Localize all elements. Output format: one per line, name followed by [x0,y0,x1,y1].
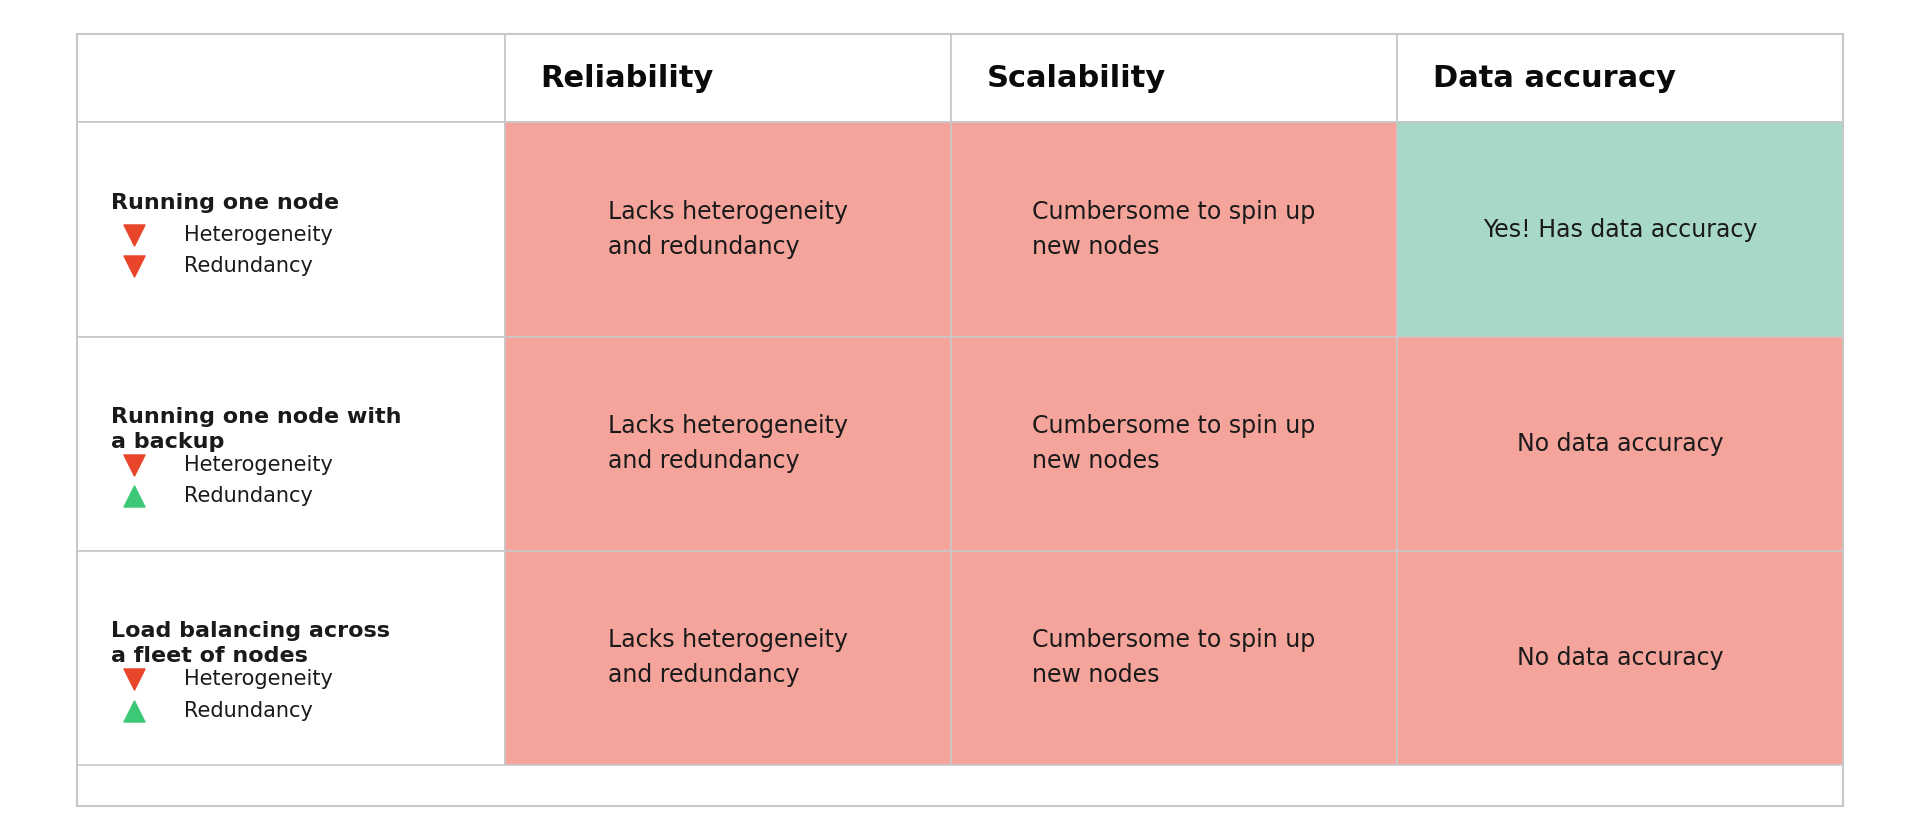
Bar [1398,123,1843,337]
Point [119,458,150,471]
Text: Cumbersome to spin up
new nodes: Cumbersome to spin up new nodes [1033,414,1315,473]
Text: Reliability: Reliability [540,64,714,92]
Bar [1398,34,1843,123]
Point [119,260,150,273]
Text: Data accuracy: Data accuracy [1432,64,1676,92]
Point [119,672,150,685]
Text: Heterogeneity: Heterogeneity [184,454,334,475]
Text: Redundancy: Redundancy [184,486,313,507]
Text: Cumbersome to spin up
new nodes: Cumbersome to spin up new nodes [1033,200,1315,259]
Bar [950,337,1398,550]
Text: Scalability: Scalability [987,64,1165,92]
Bar [1398,550,1843,764]
Point [119,490,150,503]
Text: Yes! Has data accuracy: Yes! Has data accuracy [1482,218,1757,242]
Text: Lacks heterogeneity
and redundancy: Lacks heterogeneity and redundancy [609,414,849,473]
Bar [1398,337,1843,550]
Text: Lacks heterogeneity
and redundancy: Lacks heterogeneity and redundancy [609,200,849,259]
Point [119,704,150,717]
Text: Cumbersome to spin up
new nodes: Cumbersome to spin up new nodes [1033,628,1315,687]
Text: Load balancing across
a fleet of nodes: Load balancing across a fleet of nodes [111,621,390,666]
Bar [950,34,1398,123]
Text: Heterogeneity: Heterogeneity [184,669,334,689]
Bar [505,34,950,123]
Text: No data accuracy: No data accuracy [1517,646,1724,669]
Text: Running one node with
a backup: Running one node with a backup [111,407,401,452]
Text: Lacks heterogeneity
and redundancy: Lacks heterogeneity and redundancy [609,628,849,687]
Bar [505,550,950,764]
Bar [950,550,1398,764]
Bar [77,123,505,337]
Bar [77,34,505,123]
Bar [505,123,950,337]
Text: No data accuracy: No data accuracy [1517,432,1724,455]
Bar [77,550,505,764]
Bar [505,337,950,550]
Text: Redundancy: Redundancy [184,701,313,721]
Bar [77,337,505,550]
Text: Redundancy: Redundancy [184,256,313,276]
Text: Running one node: Running one node [111,192,340,213]
Bar [950,123,1398,337]
Point [119,228,150,241]
Text: Heterogeneity: Heterogeneity [184,224,334,244]
